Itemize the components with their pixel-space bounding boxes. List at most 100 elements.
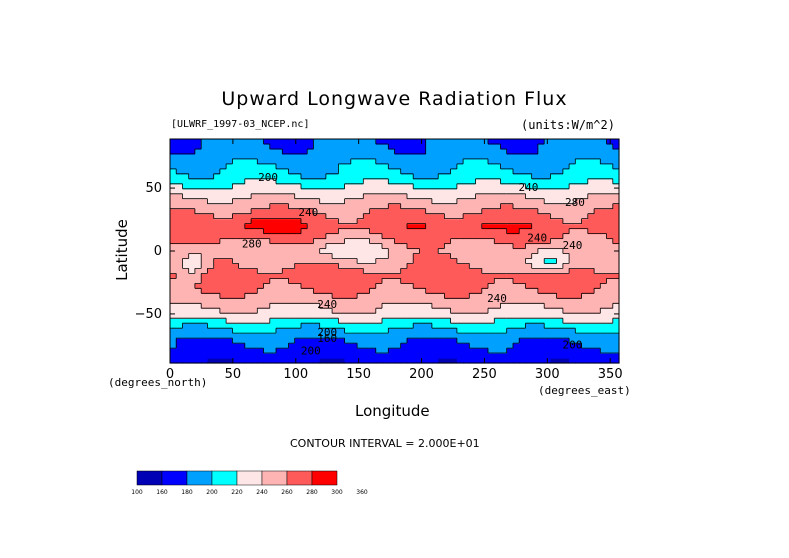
field-cell: [519, 283, 527, 289]
field-cell: [332, 298, 339, 304]
field-cell: [600, 168, 608, 175]
field-cell: [369, 333, 377, 339]
field-cell: [263, 163, 271, 170]
field-cell: [363, 198, 371, 205]
field-cell: [569, 158, 576, 165]
field-cell: [375, 253, 383, 260]
field-cell: [519, 323, 527, 329]
field-cell: [388, 303, 396, 309]
field-cell: [294, 198, 302, 205]
field-cell: [506, 193, 514, 200]
field-cell: [170, 243, 177, 250]
field-cell: [332, 193, 339, 200]
field-cell: [581, 148, 589, 155]
field-cell: [213, 143, 221, 150]
field-cell: [556, 163, 564, 170]
field-cell: [238, 268, 246, 274]
colorbar-label: 220: [231, 489, 243, 496]
field-cell: [450, 348, 458, 354]
field-cell: [500, 228, 508, 235]
field-cell: [263, 168, 271, 175]
field-cell: [251, 343, 258, 349]
field-cell: [207, 228, 215, 235]
field-cell: [201, 218, 209, 225]
field-cell: [363, 273, 371, 279]
field-cell: [288, 193, 296, 200]
field-cell: [207, 308, 215, 314]
field-cell: [600, 253, 608, 260]
field-cell: [319, 173, 327, 180]
contour-label: 240: [527, 231, 547, 244]
field-cell: [244, 348, 252, 354]
field-cell: [556, 158, 564, 165]
field-cell: [263, 343, 271, 349]
field-cell: [263, 198, 271, 205]
field-cell: [338, 348, 346, 354]
field-cell: [531, 193, 539, 200]
field-cell: [400, 158, 408, 165]
field-cell: [506, 248, 514, 255]
field-cell: [300, 139, 308, 145]
field-cell: [581, 158, 589, 165]
field-cell: [238, 273, 246, 279]
field-cell: [288, 153, 296, 160]
field-cell: [469, 173, 477, 180]
field-cell: [606, 348, 614, 354]
field-cell: [550, 258, 558, 265]
field-cell: [238, 358, 246, 364]
field-cell: [332, 293, 339, 299]
field-cell: [201, 148, 209, 155]
field-cell: [219, 223, 227, 230]
field-cell: [469, 139, 477, 145]
field-cell: [531, 298, 539, 304]
field-cell: [400, 303, 408, 309]
x-tick-label: 150: [346, 367, 371, 382]
field-cell: [344, 143, 352, 150]
field-cell: [288, 278, 296, 284]
field-cell: [319, 143, 327, 150]
field-cell: [294, 313, 302, 319]
field-cell: [550, 188, 558, 195]
field-cell: [325, 273, 333, 279]
field-cell: [338, 243, 346, 250]
field-cell: [307, 178, 315, 185]
field-cell: [519, 143, 527, 150]
field-cell: [363, 353, 371, 359]
field-cell: [500, 338, 508, 344]
field-cell: [413, 318, 421, 324]
field-cell: [357, 298, 364, 304]
field-cell: [444, 203, 452, 210]
field-cell: [251, 158, 258, 165]
field-cell: [419, 198, 427, 205]
field-cell: [537, 298, 545, 304]
field-cell: [506, 163, 514, 170]
field-cell: [525, 268, 533, 274]
field-cell: [369, 323, 377, 329]
contour-line: [170, 178, 619, 324]
field-cell: [244, 343, 252, 349]
field-cell: [344, 353, 352, 359]
field-cell: [463, 173, 470, 180]
field-cell: [575, 343, 583, 349]
field-cell: [232, 293, 240, 299]
field-cell: [594, 183, 601, 190]
field-cell: [251, 188, 258, 195]
field-cell: [463, 258, 470, 265]
field-cell: [569, 323, 576, 329]
field-cell: [581, 298, 589, 304]
field-cell: [388, 328, 396, 334]
field-cell: [444, 338, 452, 344]
field-cell: [400, 273, 408, 279]
field-cell: [587, 193, 595, 200]
field-cell: [550, 168, 558, 175]
field-cell: [450, 273, 458, 279]
field-cell: [438, 148, 445, 155]
field-cell: [188, 148, 196, 155]
field-cell: [394, 268, 402, 274]
field-cell: [269, 293, 277, 299]
field-cell: [238, 353, 246, 359]
field-cell: [581, 238, 589, 245]
field-cell: [512, 313, 520, 319]
field-cell: [332, 328, 339, 334]
field-cell: [562, 273, 570, 279]
